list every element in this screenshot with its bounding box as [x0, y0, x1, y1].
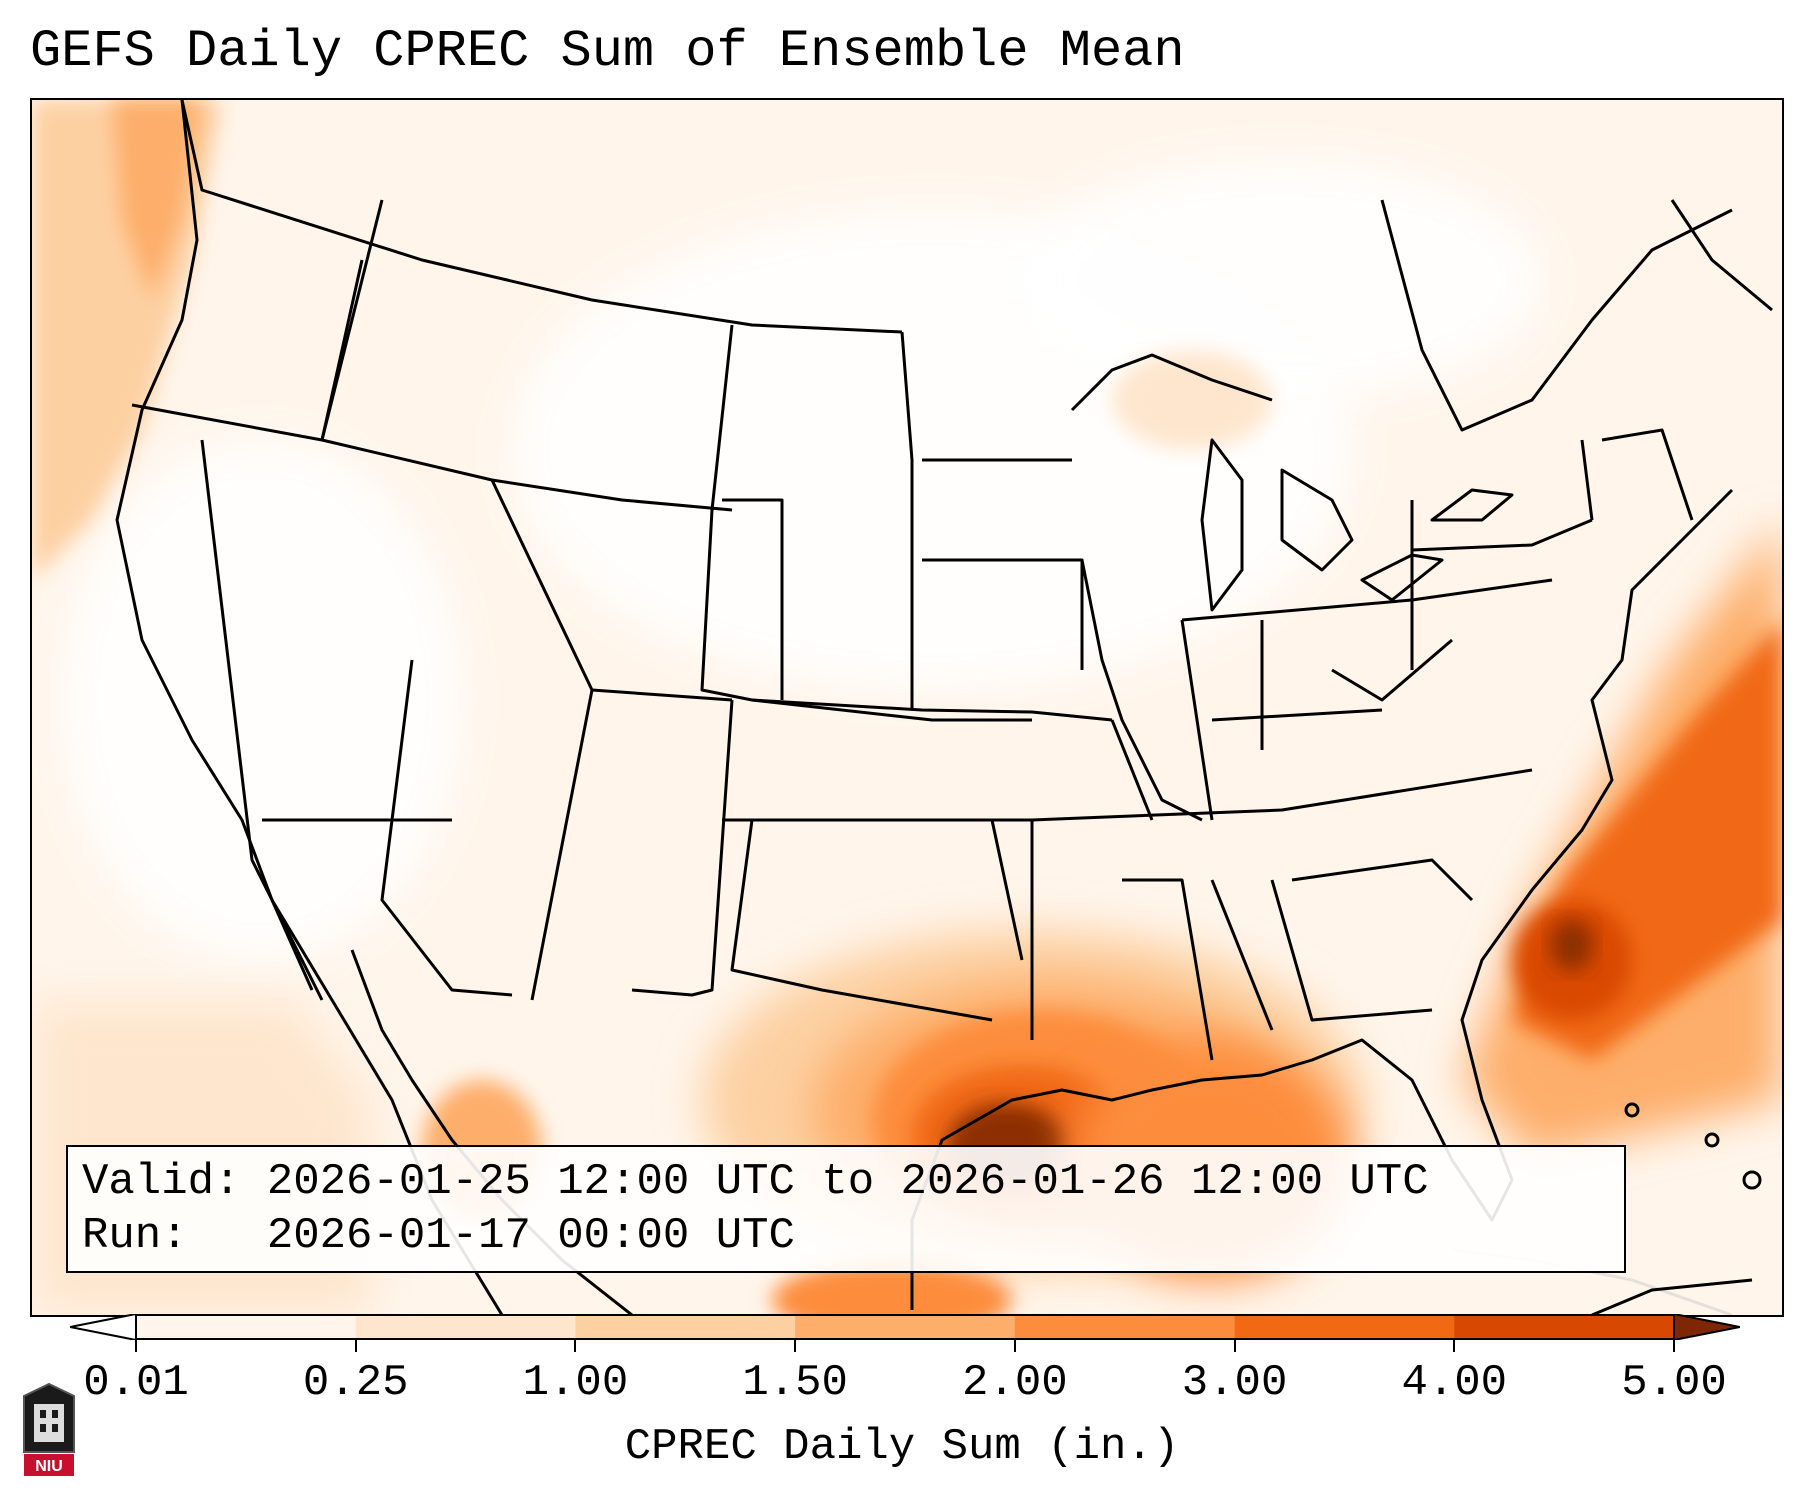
colorbar-segment: [355, 1314, 576, 1340]
colorbar-tick-label: 2.00: [962, 1358, 1068, 1408]
precip-shading: [32, 100, 1782, 1315]
run-time: Run: 2026-01-17 00:00 UTC: [82, 1211, 795, 1261]
colorbar-tick-mark: [1673, 1340, 1675, 1352]
colorbar-tick-mark: [1233, 1340, 1236, 1352]
colorbar-segment: [1454, 1314, 1675, 1340]
boundaries: [115, 100, 1773, 1315]
colorbar-segment: [575, 1314, 796, 1340]
colorbar-segment: [795, 1314, 1016, 1340]
colorbar-segment: [136, 1314, 357, 1340]
colorbar-tick-mark: [1453, 1340, 1456, 1352]
map-title: GEFS Daily CPREC Sum of Ensemble Mean: [30, 22, 1185, 81]
colorbar-tick-mark: [1013, 1340, 1016, 1352]
colorbar-tick-mark: [794, 1340, 797, 1352]
valid-time: Valid: 2026-01-25 12:00 UTC to 2026-01-2…: [82, 1157, 1429, 1207]
logo-text: NIU: [35, 1458, 63, 1475]
colorbar-tick-label: 0.25: [302, 1358, 409, 1408]
colorbar-over-arrow: [1673, 1314, 1740, 1340]
colorbar-tick-label: 5.00: [1621, 1358, 1727, 1408]
colorbar-tick-label: 0.01: [83, 1358, 189, 1408]
colorbar-border: [135, 1314, 1675, 1340]
colorbar-tick-mark: [354, 1340, 357, 1352]
niu-logo: NIU: [23, 1382, 75, 1476]
colorbar-segment: [1234, 1314, 1455, 1340]
colorbar-tick-label: 4.00: [1401, 1358, 1508, 1408]
colorbar-tick-mark: [574, 1340, 577, 1352]
colorbar-segment: [1014, 1314, 1236, 1340]
colorbar-tick-label: 1.00: [522, 1358, 629, 1408]
colorbar: [70, 1314, 1740, 1340]
map-canvas: [32, 100, 1782, 1315]
precip-map: [30, 98, 1784, 1317]
colorbar-tick-label: 3.00: [1181, 1358, 1288, 1408]
colorbar-under-arrow: [70, 1314, 137, 1340]
colorbar-tick-label: 1.50: [742, 1358, 848, 1408]
colorbar-label: CPREC Daily Sum (in.): [624, 1422, 1180, 1472]
info-box: Valid: 2026-01-25 12:00 UTC to 2026-01-2…: [66, 1145, 1626, 1273]
colorbar-tick-mark: [135, 1340, 137, 1352]
